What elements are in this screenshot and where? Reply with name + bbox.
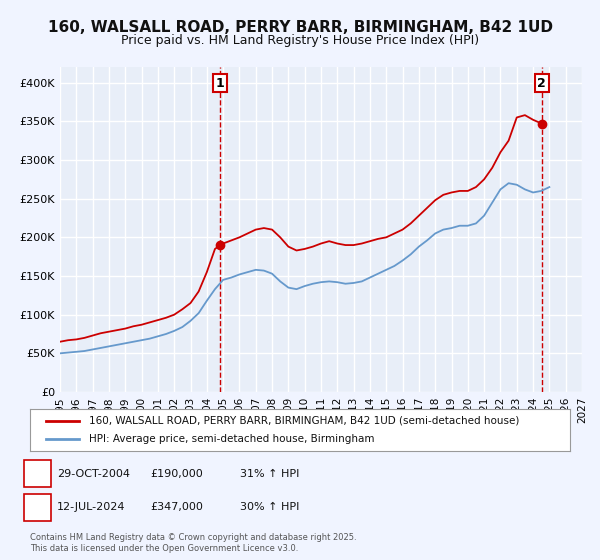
Text: 160, WALSALL ROAD, PERRY BARR, BIRMINGHAM, B42 1UD: 160, WALSALL ROAD, PERRY BARR, BIRMINGHA… <box>47 20 553 35</box>
Text: 160, WALSALL ROAD, PERRY BARR, BIRMINGHAM, B42 1UD (semi-detached house): 160, WALSALL ROAD, PERRY BARR, BIRMINGHA… <box>89 416 520 426</box>
Text: Contains HM Land Registry data © Crown copyright and database right 2025.
This d: Contains HM Land Registry data © Crown c… <box>30 533 356 553</box>
Text: £347,000: £347,000 <box>150 502 203 512</box>
Text: 12-JUL-2024: 12-JUL-2024 <box>57 502 125 512</box>
Text: 2: 2 <box>538 77 546 90</box>
Text: 30% ↑ HPI: 30% ↑ HPI <box>240 502 299 512</box>
Text: 1: 1 <box>34 469 41 479</box>
Text: 1: 1 <box>216 77 225 90</box>
Text: 31% ↑ HPI: 31% ↑ HPI <box>240 469 299 479</box>
Text: HPI: Average price, semi-detached house, Birmingham: HPI: Average price, semi-detached house,… <box>89 434 375 444</box>
Text: Price paid vs. HM Land Registry's House Price Index (HPI): Price paid vs. HM Land Registry's House … <box>121 34 479 46</box>
Text: 2: 2 <box>34 502 41 512</box>
Text: 29-OCT-2004: 29-OCT-2004 <box>57 469 130 479</box>
Text: £190,000: £190,000 <box>150 469 203 479</box>
